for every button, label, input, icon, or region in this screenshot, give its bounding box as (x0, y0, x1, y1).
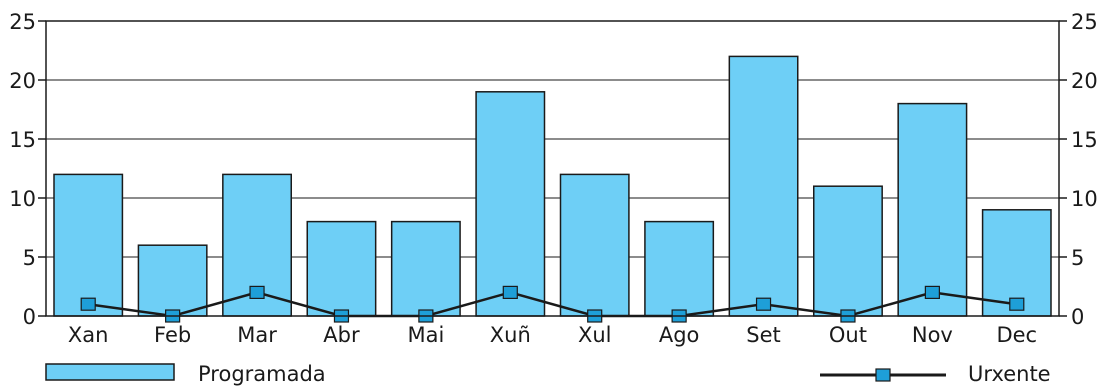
point-urxente (1009, 297, 1025, 311)
bar-programada (53, 173, 124, 317)
x-tick-label: Ago (659, 323, 700, 347)
x-tick-label: Set (746, 323, 780, 347)
point-urxente (924, 285, 940, 299)
plot-frame (45, 20, 1060, 317)
bar-programada (137, 244, 208, 317)
bar-programada (390, 220, 461, 317)
line-urxente (88, 291, 1017, 318)
y2-tick-label: 0 (1071, 305, 1084, 329)
point-urxente (249, 285, 265, 299)
bar-programada (813, 185, 883, 317)
y2-tick-label: 15 (1071, 128, 1098, 152)
x-axis: Xan Feb Mar Abr Mai Xuñ Xul Ago Set Out Nov Dec (68, 323, 1037, 347)
x-tick-label: Xul (578, 323, 612, 347)
y-tick-label: 15 (9, 128, 36, 152)
bar-programada (728, 55, 799, 317)
legend-label-programada: Programada (198, 362, 326, 386)
y-tick-label: 10 (9, 187, 36, 211)
bar-programada (306, 220, 377, 317)
grid-lines (46, 79, 1059, 258)
bar-programada (644, 220, 715, 317)
x-tick-label: Xan (68, 323, 109, 347)
x-tick-label: Xuñ (490, 323, 531, 347)
y2-tick-label: 25 (1071, 10, 1098, 34)
bar-programada (897, 102, 968, 317)
x-tick-label: Nov (912, 323, 953, 347)
y-tick-label: 25 (9, 10, 36, 34)
legend-marker-urxente (875, 368, 891, 382)
y2-tick-label: 5 (1071, 246, 1084, 270)
point-urxente (755, 297, 772, 311)
y2-tick-label: 20 (1071, 69, 1098, 93)
x-tick-label: Dec (996, 323, 1037, 347)
x-tick-label: Mai (407, 323, 444, 347)
legend: Programada Urxente (45, 362, 1051, 386)
y-tick-label: 20 (9, 69, 36, 93)
bar-series (53, 55, 1052, 317)
bar-programada (559, 173, 630, 317)
plot-border (45, 20, 1060, 317)
legend-swatch-programada (45, 363, 175, 381)
x-tick-label: Out (829, 323, 867, 347)
y2-tick-label: 10 (1071, 187, 1098, 211)
x-tick-label: Mar (237, 323, 277, 347)
y-tick-label: 0 (23, 305, 36, 329)
x-tick-label: Feb (154, 323, 191, 347)
y-axis-right: 0 5 10 15 20 25 (1059, 10, 1098, 329)
bar-programada (475, 91, 546, 317)
y-tick-label: 5 (23, 246, 36, 270)
y-axis-left: 0 5 10 15 20 25 (9, 10, 46, 329)
point-urxente (502, 285, 518, 299)
legend-label-urxente: Urxente (968, 362, 1051, 386)
x-tick-label: Abr (323, 323, 360, 347)
point-urxente (80, 297, 96, 311)
